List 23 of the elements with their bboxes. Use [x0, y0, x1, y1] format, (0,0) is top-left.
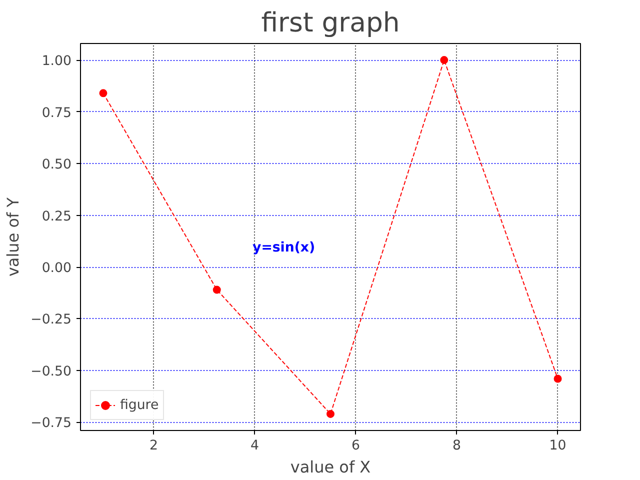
- point: [212, 286, 221, 294]
- annotation: y=sin(x): [252, 240, 316, 256]
- y-tick-label: −0.25: [30, 312, 72, 328]
- x-tick-label: 4: [250, 438, 259, 454]
- y-axis-title: value of Y: [4, 197, 23, 277]
- point: [99, 89, 108, 98]
- y-tick-label: 1.00: [42, 54, 72, 70]
- point: [554, 374, 562, 383]
- x-axis-title: value of X: [290, 458, 371, 476]
- x-tick-label: 10: [549, 438, 566, 454]
- y-tick-label: −0.75: [30, 416, 72, 432]
- y-tick-label: −0.50: [30, 364, 72, 380]
- y-tick-label: 0.25: [42, 209, 72, 224]
- y-tick-label: 0.00: [42, 261, 72, 276]
- y-tick-label: 0.50: [42, 158, 72, 173]
- x-tick-label: 6: [352, 438, 360, 454]
- x-tick-label: 2: [149, 438, 158, 454]
- x-tick-label: 8: [452, 438, 462, 454]
- point: [326, 410, 334, 418]
- legend-label: figure: [120, 398, 159, 412]
- chart-title: first graph: [261, 8, 400, 38]
- y-tick-label: 0.75: [42, 106, 72, 121]
- point: [440, 56, 448, 64]
